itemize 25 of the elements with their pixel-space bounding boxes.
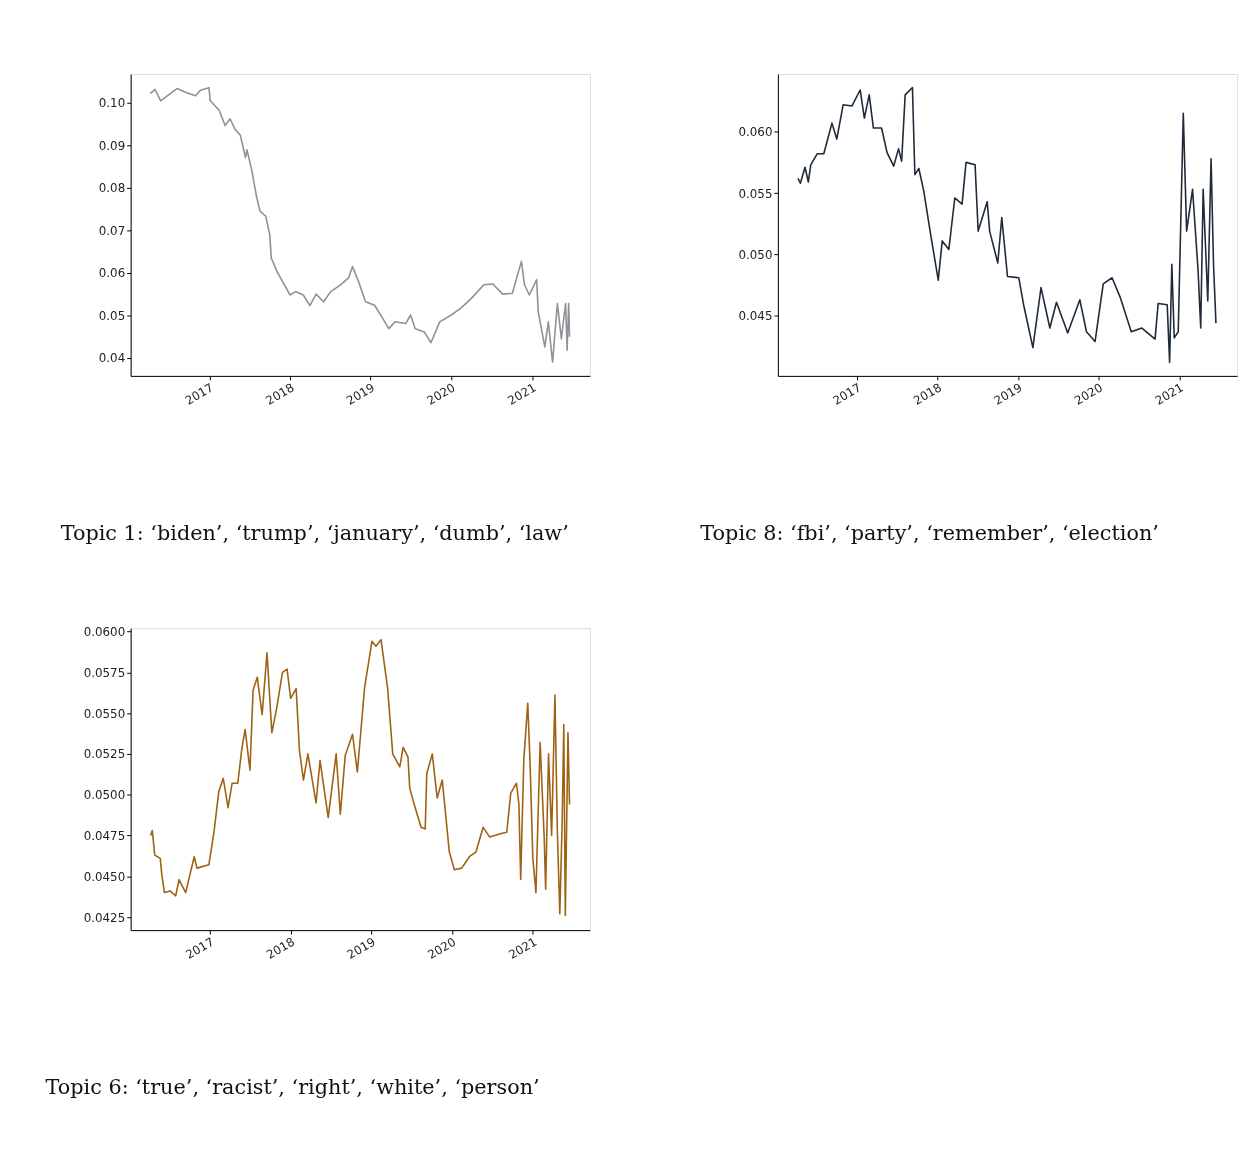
y-tick-label: 0.045 [738,309,773,324]
y-tick-label: 0.050 [738,247,773,262]
y-tick-label: 0.08 [98,181,126,196]
y-tick-label: 0.09 [98,138,126,153]
y-tick-label: 0.06 [98,266,126,281]
line-series [149,86,571,364]
y-tick-label: 0.0525 [83,747,126,762]
y-tick-label: 0.07 [98,223,126,238]
y-tick-label: 0.0500 [83,788,126,803]
y-tick-label: 0.0550 [83,706,126,721]
y-tick-label: 0.0475 [83,828,126,843]
y-tick-label: 0.10 [98,96,126,111]
text: Topic 6: ‘true’, ‘racist’, ‘right’, ‘white’, ‘person’ [45,1075,540,1100]
line-series [149,638,571,917]
y-tick-label: 0.060 [738,125,773,140]
text: Topic 1: ‘biden’, ‘trump’, ‘january’, ‘dumb’, ‘law’ [60,520,569,545]
text: Topic 8: ‘fbi’, ‘party’, ‘remember’, ‘election’ [700,520,1159,545]
y-tick-label: 0.05 [98,308,126,323]
y-tick-label: 0.0600 [83,624,126,639]
y-tick-label: 0.0575 [83,665,126,680]
y-tick-label: 0.04 [98,351,126,366]
y-tick-label: 0.0425 [83,910,126,925]
line-series [797,86,1217,364]
y-tick-label: 0.055 [738,186,773,201]
y-tick-label: 0.0450 [83,869,126,884]
